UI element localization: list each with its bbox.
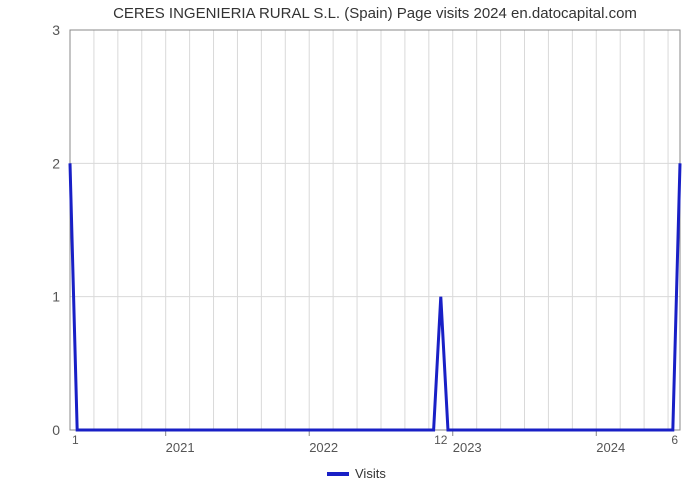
- x-tick-label: 2022: [309, 440, 338, 455]
- x-tick-label: 2021: [166, 440, 195, 455]
- y-tick-label: 0: [52, 422, 60, 438]
- x-edge-left: 1: [72, 433, 79, 447]
- x-mid-label: 12: [434, 433, 448, 447]
- chart-title: CERES INGENIERIA RURAL S.L. (Spain) Page…: [113, 5, 637, 22]
- y-tick-label: 1: [52, 289, 60, 305]
- x-edge-right: 6: [671, 433, 678, 447]
- y-tick-label: 2: [52, 155, 60, 171]
- chart-bg: [0, 0, 700, 500]
- x-tick-label: 2023: [453, 440, 482, 455]
- x-tick-label: 2024: [596, 440, 625, 455]
- y-tick-label: 3: [52, 22, 60, 38]
- legend-label: Visits: [355, 466, 386, 481]
